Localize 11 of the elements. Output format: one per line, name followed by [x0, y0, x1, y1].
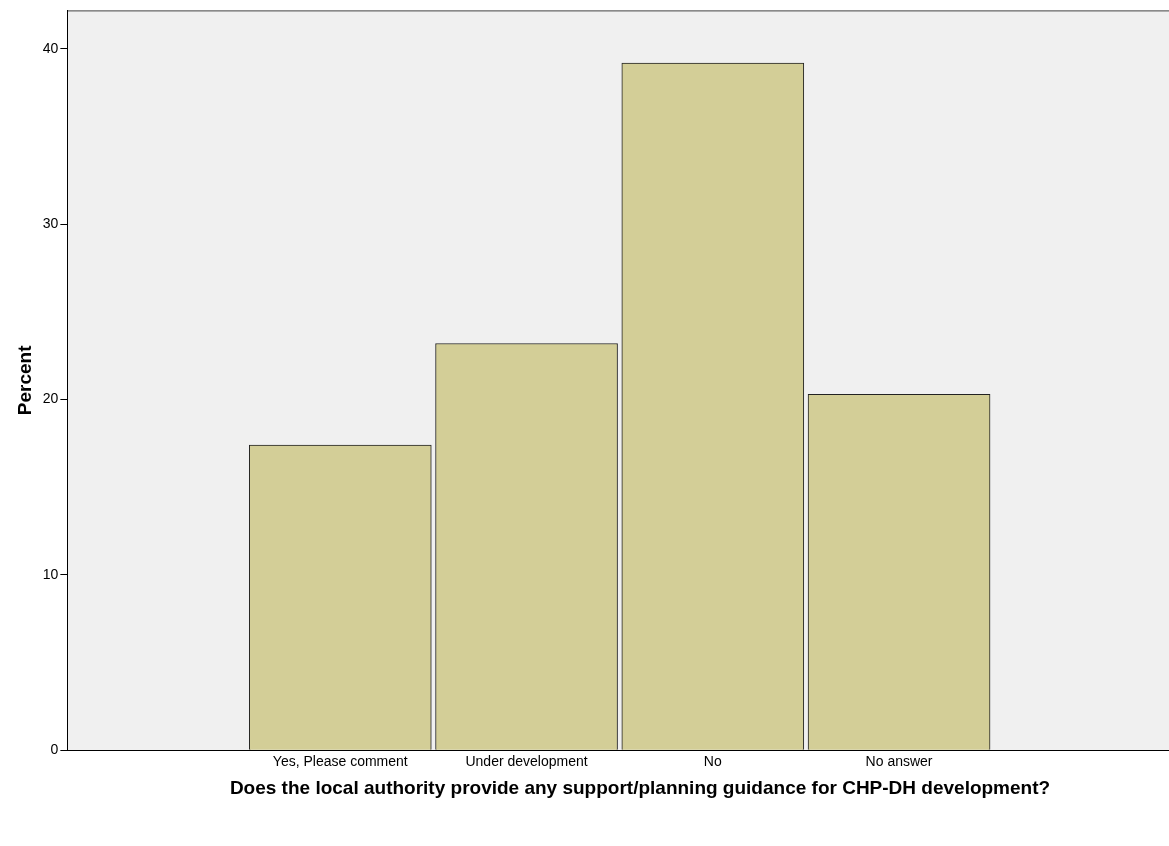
x-tick-label: Yes, Please comment — [272, 753, 408, 770]
y-tick-label: 0 — [50, 741, 59, 758]
y-tick-label: 20 — [42, 390, 59, 407]
y-tick-label: 10 — [42, 565, 59, 582]
y-tick-label: 30 — [42, 215, 59, 232]
x-tick-label: No — [703, 753, 722, 770]
x-axis-title: Does the local authority provide any support/planning guidance for CHP-DH development? — [228, 777, 1052, 798]
x-tick-label: Under development — [465, 753, 588, 770]
y-axis-title: Percent — [13, 344, 35, 416]
x-tick-label: No answer — [865, 753, 933, 770]
y-tick-label: 40 — [42, 39, 59, 56]
